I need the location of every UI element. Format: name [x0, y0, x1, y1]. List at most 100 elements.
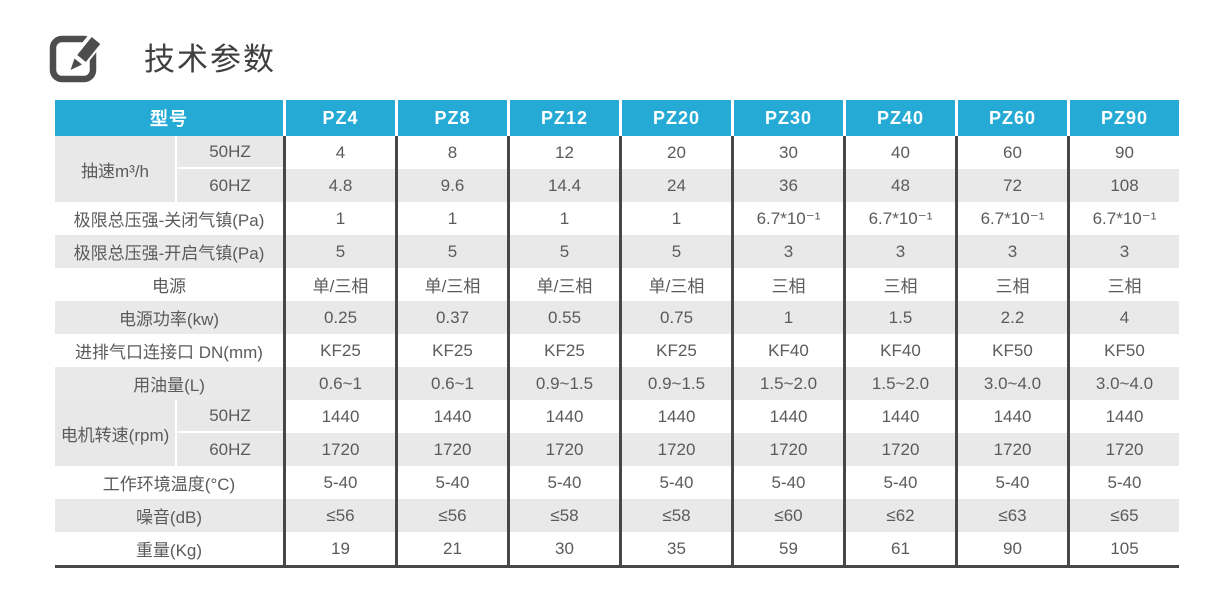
data-cell: 1.5~2.0 — [843, 367, 955, 400]
page: 技术参数 型号 PZ4 PZ8 PZ12 PZ20 PZ30 PZ40 PZ60 PZ90 抽… — [48, 0, 1208, 568]
data-cell: 5-40 — [619, 466, 731, 499]
data-cell: 0.75 — [619, 301, 731, 334]
data-cell: 1720 — [1067, 433, 1179, 466]
data-cell: 5 — [395, 235, 507, 268]
row-label-cell: 电机转速(rpm) — [55, 400, 177, 466]
data-cell: ≤56 — [283, 499, 395, 532]
model-header-cell: PZ20 — [619, 100, 731, 136]
data-cell: 4 — [283, 136, 395, 169]
table-row: 用油量(L) 0.6~1 0.6~1 0.9~1.5 0.9~1.5 1.5~2.0 1.5… — [55, 367, 1179, 400]
data-cell: 14.4 — [507, 169, 619, 202]
table-row: 重量(Kg) 19 21 30 35 59 61 90 105 — [55, 532, 1179, 565]
model-header-cell: PZ4 — [283, 100, 395, 136]
data-cell: ≤60 — [731, 499, 843, 532]
data-cell: 5 — [619, 235, 731, 268]
data-cell: 单/三相 — [507, 268, 619, 301]
data-cell: ≤56 — [395, 499, 507, 532]
data-cell: 6.7*10⁻¹ — [731, 202, 843, 235]
table-row: 电源 单/三相 单/三相 单/三相 单/三相 三相 三相 三相 三相 — [55, 268, 1179, 301]
data-cell: KF40 — [731, 334, 843, 367]
data-cell: 1720 — [955, 433, 1067, 466]
data-cell: 105 — [1067, 532, 1179, 565]
data-cell: KF50 — [1067, 334, 1179, 367]
row-label-cell: 用油量(L) — [55, 367, 283, 400]
row-label-cell: 重量(Kg) — [55, 532, 283, 565]
data-cell: 12 — [507, 136, 619, 169]
row-label-cell: 抽速m³/h — [55, 136, 177, 202]
data-cell: 1 — [731, 301, 843, 334]
row-label-cell: 极限总压强-关闭气镇(Pa) — [55, 202, 283, 235]
data-cell: 21 — [395, 532, 507, 565]
model-header-cell: PZ30 — [731, 100, 843, 136]
data-cell: KF40 — [843, 334, 955, 367]
table-row: 工作环境温度(°C) 5-40 5-40 5-40 5-40 5-40 5-40 5-40 5-… — [55, 466, 1179, 499]
data-cell: 3 — [1067, 235, 1179, 268]
data-cell: 24 — [619, 169, 731, 202]
table-row: 极限总压强-关闭气镇(Pa) 1 1 1 1 6.7*10⁻¹ 6.7*10⁻¹ 6.7*10… — [55, 202, 1179, 235]
data-cell: 1 — [619, 202, 731, 235]
data-cell: KF25 — [283, 334, 395, 367]
data-cell: 1720 — [507, 433, 619, 466]
data-cell: 三相 — [1067, 268, 1179, 301]
data-cell: 1440 — [395, 400, 507, 433]
data-cell: 20 — [619, 136, 731, 169]
data-cell: 1720 — [843, 433, 955, 466]
data-cell: 1440 — [731, 400, 843, 433]
data-cell: 1.5~2.0 — [731, 367, 843, 400]
data-cell: 3 — [731, 235, 843, 268]
tech-params-table: 型号 PZ4 PZ8 PZ12 PZ20 PZ30 PZ40 PZ60 PZ90 抽速m³/h… — [55, 100, 1179, 568]
data-cell: 108 — [1067, 169, 1179, 202]
row-label-cell: 工作环境温度(°C) — [55, 466, 283, 499]
data-cell: 0.25 — [283, 301, 395, 334]
data-cell: KF50 — [955, 334, 1067, 367]
data-cell: 19 — [283, 532, 395, 565]
data-cell: ≤65 — [1067, 499, 1179, 532]
data-cell: 5-40 — [507, 466, 619, 499]
row-label-cell: 电源功率(kw) — [55, 301, 283, 334]
edit-pencil-icon — [48, 26, 109, 84]
table-row: 60HZ 1720 1720 1720 1720 1720 1720 1720 1720 — [55, 433, 1179, 466]
data-cell: 单/三相 — [395, 268, 507, 301]
data-cell: 30 — [731, 136, 843, 169]
data-cell: 5-40 — [395, 466, 507, 499]
data-cell: 5-40 — [283, 466, 395, 499]
data-cell: KF25 — [507, 334, 619, 367]
data-cell: 0.37 — [395, 301, 507, 334]
data-cell: 4.8 — [283, 169, 395, 202]
data-cell: 三相 — [955, 268, 1067, 301]
row-label-cell: 极限总压强-开启气镇(Pa) — [55, 235, 283, 268]
data-cell: 单/三相 — [619, 268, 731, 301]
data-cell: 90 — [955, 532, 1067, 565]
data-cell: 1 — [283, 202, 395, 235]
data-cell: 5 — [507, 235, 619, 268]
data-cell: 36 — [731, 169, 843, 202]
data-cell: 5-40 — [843, 466, 955, 499]
data-cell: 1 — [507, 202, 619, 235]
table-row: 抽速m³/h 50HZ 4 8 12 20 30 40 60 90 — [55, 136, 1179, 202]
data-cell: 5-40 — [731, 466, 843, 499]
data-cell: 9.6 — [395, 169, 507, 202]
page-title: 技术参数 — [144, 41, 276, 77]
data-cell: 1720 — [619, 433, 731, 466]
table-row: 电源功率(kw) 0.25 0.37 0.55 0.75 1 1.5 2.2 4 — [55, 301, 1179, 334]
table-row: 电机转速(rpm) 50HZ 1440 1440 1440 1440 1440 1440 144… — [55, 400, 1179, 466]
data-cell: 0.9~1.5 — [619, 367, 731, 400]
data-cell: 4 — [1067, 301, 1179, 334]
table-header-row: 型号 PZ4 PZ8 PZ12 PZ20 PZ30 PZ40 PZ60 PZ90 — [55, 100, 1179, 136]
row-label-cell: 进排气口连接口 DN(mm) — [55, 334, 283, 367]
data-cell: 1720 — [283, 433, 395, 466]
row-label-cell: 噪音(dB) — [55, 499, 283, 532]
section-header: 技术参数 — [48, 0, 1208, 100]
data-cell: 72 — [955, 169, 1067, 202]
data-cell: 2.2 — [955, 301, 1067, 334]
model-label-header: 型号 — [55, 100, 283, 136]
data-cell: 1440 — [619, 400, 731, 433]
row-sublabel-cell: 50HZ — [177, 136, 283, 169]
table-row: 极限总压强-开启气镇(Pa) 5 5 5 5 3 3 3 3 — [55, 235, 1179, 268]
data-cell: 0.9~1.5 — [507, 367, 619, 400]
data-cell: 61 — [843, 532, 955, 565]
table-row: 噪音(dB) ≤56 ≤56 ≤58 ≤58 ≤60 ≤62 ≤63 ≤65 — [55, 499, 1179, 532]
table-row: 60HZ 4.8 9.6 14.4 24 36 48 72 108 — [55, 169, 1179, 202]
data-cell: 35 — [619, 532, 731, 565]
data-cell: 6.7*10⁻¹ — [843, 202, 955, 235]
